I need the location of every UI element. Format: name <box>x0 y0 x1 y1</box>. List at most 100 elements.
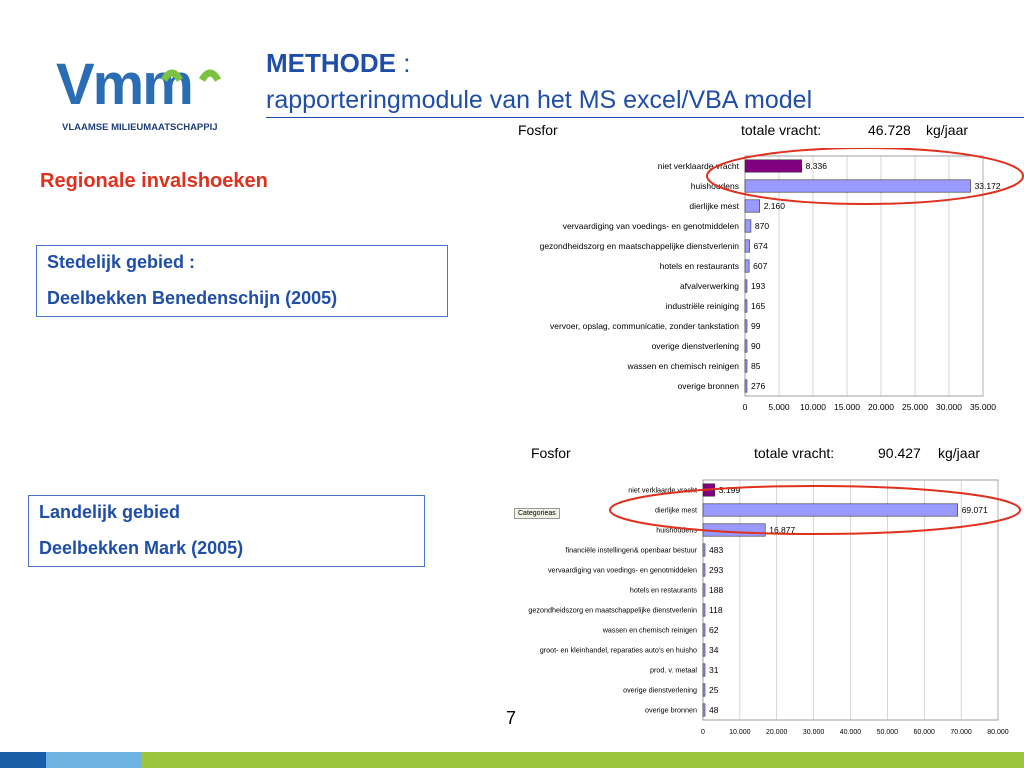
title-divider <box>266 117 1024 118</box>
urban-box-line2: Deelbekken Benedenschijn (2005) <box>47 288 338 308</box>
logo-wordmark: Vmm <box>56 52 192 117</box>
chart2-category-label: gezondheidszorg en maatschappelijke dien… <box>528 606 697 615</box>
urban-area-box: Stedelijk gebied : Deelbekken Benedensch… <box>36 245 448 317</box>
chart1-x-tick-label: 35.000 <box>970 402 996 412</box>
chart2-x-tick-label: 80.000 <box>987 729 1009 736</box>
chart2-value-label: 188 <box>709 585 723 595</box>
chart1-bar <box>744 299 748 313</box>
chart2-value-label: 69.071 <box>962 505 988 515</box>
chart2-bar <box>702 703 706 717</box>
chart1-category-label: vervaardiging van voedings- en genotmidd… <box>563 221 740 231</box>
rural-box-line1: Landelijk gebied <box>39 502 181 522</box>
category-field-button[interactable]: Categorieas <box>514 508 560 519</box>
chart1-total-unit: kg/jaar <box>926 122 969 138</box>
chart1-category-label: niet verklaarde vracht <box>658 161 740 171</box>
chart1-x-tick-label: 5.000 <box>768 402 790 412</box>
chart2-category-label: overige dienstverlening <box>623 686 697 695</box>
chart2-bar <box>702 663 706 677</box>
chart1-category-label: vervoer, opslag, communicatie, zonder ta… <box>550 321 739 331</box>
chart2-category-label: huishoudens <box>656 526 697 535</box>
chart1-category-label: overige dienstverlening <box>652 341 740 351</box>
chart1-x-tick-label: 20.000 <box>868 402 894 412</box>
chart1-x-tick-label: 0 <box>743 402 748 412</box>
chart2-category-label: overige bronnen <box>645 706 697 715</box>
chart2-value-label: 118 <box>709 605 723 615</box>
chart2-bar <box>702 623 706 637</box>
chart1-category-label: dierlijke mest <box>689 201 739 211</box>
chart2-category-label: wassen en chemisch reinigen <box>602 626 697 635</box>
chart1-value-label: 90 <box>751 341 761 351</box>
chart1-value-label: 193 <box>751 281 765 291</box>
chart1-bar <box>744 179 971 193</box>
section-heading: Regionale invalshoeken <box>40 170 268 192</box>
chart2-category-label: groot- en kleinhandel, reparaties auto's… <box>540 646 697 655</box>
chart1-x-tick-label: 15.000 <box>834 402 860 412</box>
chart1-category-label: industriële reiniging <box>666 301 740 311</box>
chart1-x-tick-label: 10.000 <box>800 402 826 412</box>
chart2-bar <box>702 563 706 577</box>
chart1-bar <box>744 199 760 213</box>
chart2-category-label: financiële instellingen& openbaar bestuu… <box>566 546 698 555</box>
chart1-value-label: 2.160 <box>764 201 786 211</box>
chart2-bar <box>702 683 706 697</box>
chart1-plot-area <box>744 155 984 397</box>
chart1-value-label: 85 <box>751 361 761 371</box>
chart2-category-label: vervaardiging van voedings- en genotmidd… <box>548 566 697 575</box>
chart2-value-label: 62 <box>709 625 719 635</box>
chart2-category-label: niet verklaarde vracht <box>628 486 697 495</box>
chart2-highlight-ellipse <box>609 485 1021 535</box>
chart2-bar <box>702 543 706 557</box>
urban-box-line1: Stedelijk gebied : <box>47 252 196 272</box>
chart2-x-tick-label: 60.000 <box>914 729 936 736</box>
chart1-value-label: 99 <box>751 321 761 331</box>
chart1-bar <box>744 219 752 233</box>
chart2-bar <box>702 603 706 617</box>
chart2-value-label: 483 <box>709 545 723 555</box>
chart2-x-tick-label: 30.000 <box>803 729 825 736</box>
rural-box-line2: Deelbekken Mark (2005) <box>39 538 244 558</box>
footer-strip-green <box>141 752 1024 768</box>
chart2-value-label: 3.199 <box>719 485 741 495</box>
chart1-value-label: 33.172 <box>975 181 1001 191</box>
chart1-category-label: hotels en restaurants <box>660 261 739 271</box>
title-main-text: METHODE <box>266 48 396 78</box>
chart2-bar <box>702 583 706 597</box>
chart2-bar-chart: 0 10.000 20.000 30.000 40.000 50.000 60.000 70.… <box>528 479 1021 736</box>
chart2-total-unit: kg/jaar <box>938 445 981 461</box>
logo-subtitle: VLAAMSE MILIEUMAATSCHAPPIJ <box>62 122 218 133</box>
chart2-value-label: 25 <box>709 685 719 695</box>
chart1-name: Fosfor <box>518 122 558 138</box>
chart2-value-label: 16.877 <box>769 525 795 535</box>
chart1-highlight-ellipse <box>706 148 1024 205</box>
chart2-x-tick-label: 40.000 <box>840 729 862 736</box>
chart1-bar-chart: 0 5.000 10.000 15.000 20.000 25.000 30.000 35.0… <box>540 148 1024 412</box>
chart1-bar <box>744 359 748 373</box>
chart1-bar <box>744 339 748 353</box>
chart1-x-tick-label: 30.000 <box>936 402 962 412</box>
chart2-value-label: 48 <box>709 705 719 715</box>
chart1-bar <box>744 259 750 273</box>
chart2-value-label: 293 <box>709 565 723 575</box>
footer-strip-light-blue <box>46 752 141 768</box>
chart1-total-value: 46.728 <box>868 122 911 138</box>
chart1-bar <box>744 319 748 333</box>
chart2-category-label: prod. v. metaal <box>650 666 697 675</box>
chart1-category-label: overige bronnen <box>678 381 740 391</box>
chart1-bar <box>744 279 748 293</box>
chart2-x-tick-label: 0 <box>701 729 705 736</box>
chart2-x-tick-label: 70.000 <box>950 729 972 736</box>
chart1-x-tick-label: 25.000 <box>902 402 928 412</box>
chart2-total-label: totale vracht: <box>754 445 835 461</box>
chart2-bar <box>702 643 706 657</box>
chart1-total-label: totale vracht: <box>741 122 822 138</box>
rural-area-box: Landelijk gebied Deelbekken Mark (2005) <box>28 495 425 567</box>
vmm-logo: Vmm VLAAMSE MILIEUMAATSCHAPPIJ <box>56 52 222 133</box>
chart1-value-label: 674 <box>754 241 768 251</box>
chart1-bar <box>744 239 750 253</box>
chart1-value-label: 607 <box>753 261 767 271</box>
chart1-value-label: 276 <box>751 381 765 391</box>
chart1-category-label: gezondheidszorg en maatschappelijke dien… <box>540 241 740 251</box>
chart1-bar <box>744 159 802 173</box>
chart1-category-label: wassen en chemisch reinigen <box>626 361 739 371</box>
chart2-x-tick-label: 50.000 <box>877 729 899 736</box>
